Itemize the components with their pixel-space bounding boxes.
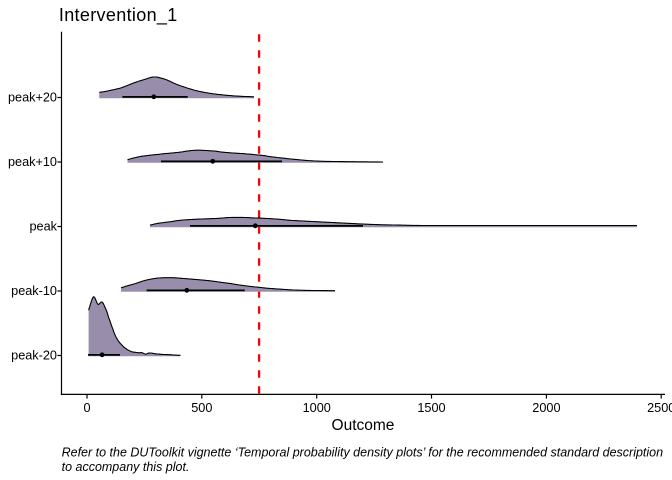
svg-text:Outcome: Outcome — [332, 417, 395, 434]
svg-text:Refer to the DUToolkit vignett: Refer to the DUToolkit vignette ‘Tempora… — [62, 446, 664, 460]
svg-text:0: 0 — [83, 401, 90, 415]
svg-text:peak+20: peak+20 — [8, 91, 57, 105]
svg-text:1500: 1500 — [417, 401, 445, 415]
svg-text:Intervention_1: Intervention_1 — [59, 5, 178, 26]
svg-text:2500: 2500 — [647, 401, 672, 415]
svg-text:500: 500 — [191, 401, 212, 415]
svg-text:to accompany this plot.: to accompany this plot. — [62, 460, 190, 474]
svg-text:2000: 2000 — [532, 401, 560, 415]
svg-text:peak: peak — [29, 220, 57, 234]
svg-text:peak-10: peak-10 — [11, 284, 57, 298]
svg-text:peak-20: peak-20 — [11, 349, 57, 363]
svg-text:1000: 1000 — [303, 401, 331, 415]
svg-text:peak+10: peak+10 — [8, 155, 57, 169]
